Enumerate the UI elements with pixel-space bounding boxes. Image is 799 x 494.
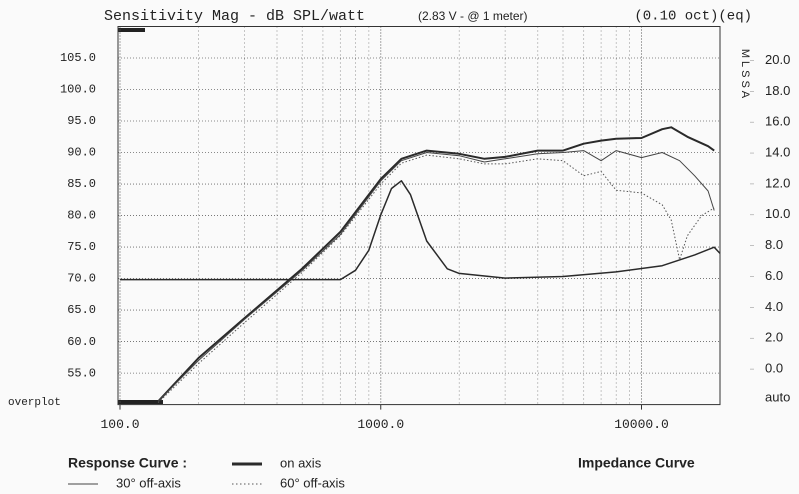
y2-tick-label: 12.0 <box>765 175 790 190</box>
y2-tick-label: 16.0 <box>765 114 790 129</box>
legend-title: Response Curve : <box>68 455 187 471</box>
watermark: MLSSA <box>739 49 751 101</box>
marker <box>118 28 145 32</box>
y2-tick-label: 8.0 <box>765 237 783 252</box>
marker <box>118 400 163 404</box>
y2-tick-label: 6.0 <box>765 268 783 283</box>
y2-tick-label: 14.0 <box>765 144 790 159</box>
y-tick-label: 90.0 <box>67 146 96 160</box>
y-tick-label: 75.0 <box>67 240 96 254</box>
legend-label: 30° off-axis <box>116 475 181 490</box>
series-line <box>157 154 715 404</box>
chart-title-right: (0.10 oct)(eq) <box>634 9 752 25</box>
chart-subtitle: (2.83 V - @ 1 meter) <box>418 9 528 23</box>
y2-tick-label: 2.0 <box>765 330 783 345</box>
series-line <box>157 150 715 402</box>
y-tick-label: 55.0 <box>67 366 96 380</box>
chart-title: Sensitivity Mag - dB SPL/watt <box>104 8 365 25</box>
y2-tick-label: 20.0 <box>765 52 790 67</box>
y-tick-label: 95.0 <box>67 114 96 128</box>
legend-label: on axis <box>280 455 322 470</box>
y-tick-label: 100.0 <box>60 83 96 97</box>
x-tick-label: 10000.0 <box>614 417 669 432</box>
y2-bottom-label: auto <box>765 389 790 404</box>
y-bottom-label: overplot <box>8 397 61 409</box>
y2-tick-label: 10.0 <box>765 206 790 221</box>
x-tick-label: 100.0 <box>100 417 139 432</box>
y2-tick-label: 0.0 <box>765 361 783 376</box>
y-tick-label: 65.0 <box>67 303 96 317</box>
series-line <box>157 126 715 403</box>
legend-label: Impedance Curve <box>578 455 695 471</box>
x-tick-label: 1000.0 <box>357 417 404 432</box>
y-tick-label: 60.0 <box>67 335 96 349</box>
y2-tick-label: 4.0 <box>765 299 783 314</box>
series-line <box>120 180 721 281</box>
y2-tick-label: 18.0 <box>765 83 790 98</box>
y-tick-label: 105.0 <box>60 51 96 65</box>
y-tick-label: 70.0 <box>67 272 96 286</box>
y-tick-label: 80.0 <box>67 209 96 223</box>
legend-label: 60° off-axis <box>280 475 345 490</box>
plot-frame <box>117 26 721 406</box>
y-tick-label: 85.0 <box>67 177 96 191</box>
